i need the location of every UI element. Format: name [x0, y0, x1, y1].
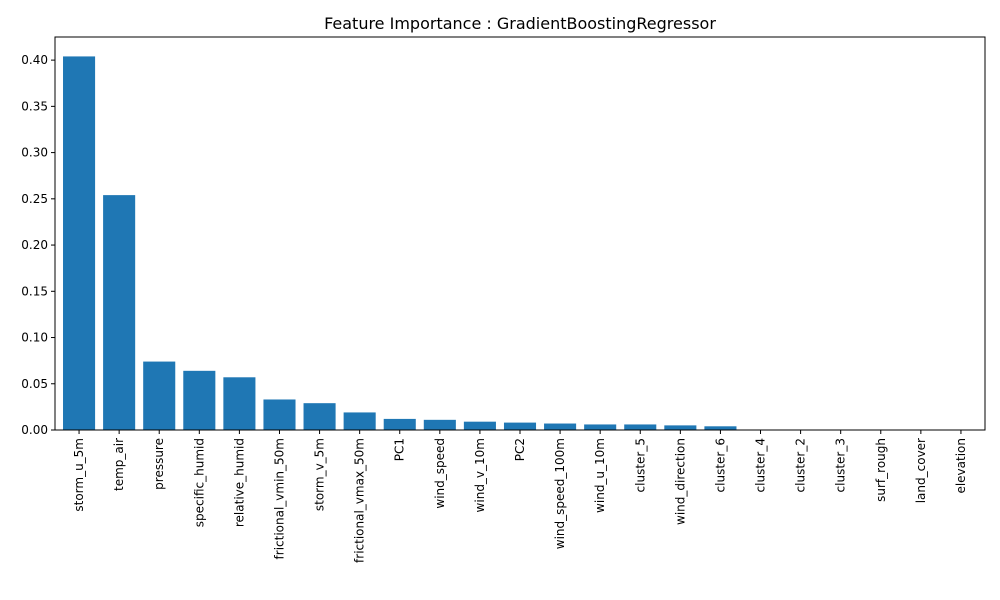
bar-storm_u_5m	[63, 56, 96, 431]
x-tick-label: cluster_2	[794, 438, 808, 492]
bar-wind_direction	[664, 425, 697, 430]
bars	[63, 56, 737, 431]
x-tick-label: land_cover	[914, 438, 928, 503]
x-tick-label: wind_speed_100m	[553, 438, 567, 549]
x-tick-label: wind_v_10m	[473, 438, 487, 512]
y-tick-label: 0.40	[21, 53, 48, 67]
bar-wind_u_10m	[584, 424, 617, 430]
bar-cluster_6	[704, 426, 737, 430]
y-tick-label: 0.35	[21, 99, 48, 113]
bar-storm_v_5m	[303, 403, 336, 430]
bar-PC1	[383, 418, 416, 430]
bar-PC2	[503, 422, 537, 430]
x-tick-label: temp_air	[112, 438, 126, 491]
x-axis: storm_u_5m temp_air pressure specific_humid…	[72, 430, 968, 563]
bar-wind_speed_100m	[544, 423, 577, 430]
plot-frame	[54, 36, 986, 431]
y-tick-label: 0.00	[21, 423, 48, 437]
y-tick-label: 0.20	[21, 238, 48, 252]
x-tick-label: wind_u_10m	[593, 438, 607, 513]
y-tick-label: 0.30	[21, 146, 48, 160]
x-tick-label: wind_direction	[673, 438, 687, 525]
y-tick-label: 0.10	[21, 331, 48, 345]
bar-frictional_vmax_50m	[343, 412, 376, 430]
x-tick-label: elevation	[954, 438, 968, 494]
bar-pressure	[143, 361, 176, 430]
x-tick-label: frictional_vmax_50m	[353, 438, 367, 563]
x-tick-label: wind_speed	[433, 438, 447, 509]
y-tick-label: 0.25	[21, 192, 48, 206]
x-tick-label: cluster_5	[633, 438, 647, 492]
x-tick-label: pressure	[152, 438, 166, 490]
x-tick-label: storm_v_5m	[313, 438, 327, 511]
bar-specific_humid	[183, 370, 216, 430]
x-tick-label: surf_rough	[874, 438, 888, 502]
chart-title: Feature Importance : GradientBoostingReg…	[324, 14, 716, 33]
x-tick-label: specific_humid	[192, 438, 206, 527]
y-tick-label: 0.05	[21, 377, 48, 391]
x-tick-label: cluster_3	[834, 438, 848, 492]
y-tick-label: 0.15	[21, 284, 48, 298]
bar-relative_humid	[223, 377, 256, 430]
x-tick-label: cluster_6	[713, 438, 727, 492]
x-tick-label: PC1	[393, 438, 407, 461]
bar-frictional_vmin_50m	[263, 399, 296, 430]
y-axis: 0.00 0.05 0.10 0.15 0.20 0.25 0.30 0.35 0.40	[21, 53, 55, 437]
bar-cluster_5	[624, 424, 657, 430]
x-tick-label: relative_humid	[232, 438, 246, 527]
x-tick-label: frictional_vmin_50m	[272, 438, 286, 559]
bar-temp_air	[103, 195, 136, 430]
bar-wind_v_10m	[463, 421, 496, 430]
x-tick-label: PC2	[513, 438, 527, 461]
x-tick-label: cluster_4	[754, 438, 768, 492]
bar-wind_speed	[423, 419, 456, 430]
x-tick-label: storm_u_5m	[72, 438, 86, 512]
